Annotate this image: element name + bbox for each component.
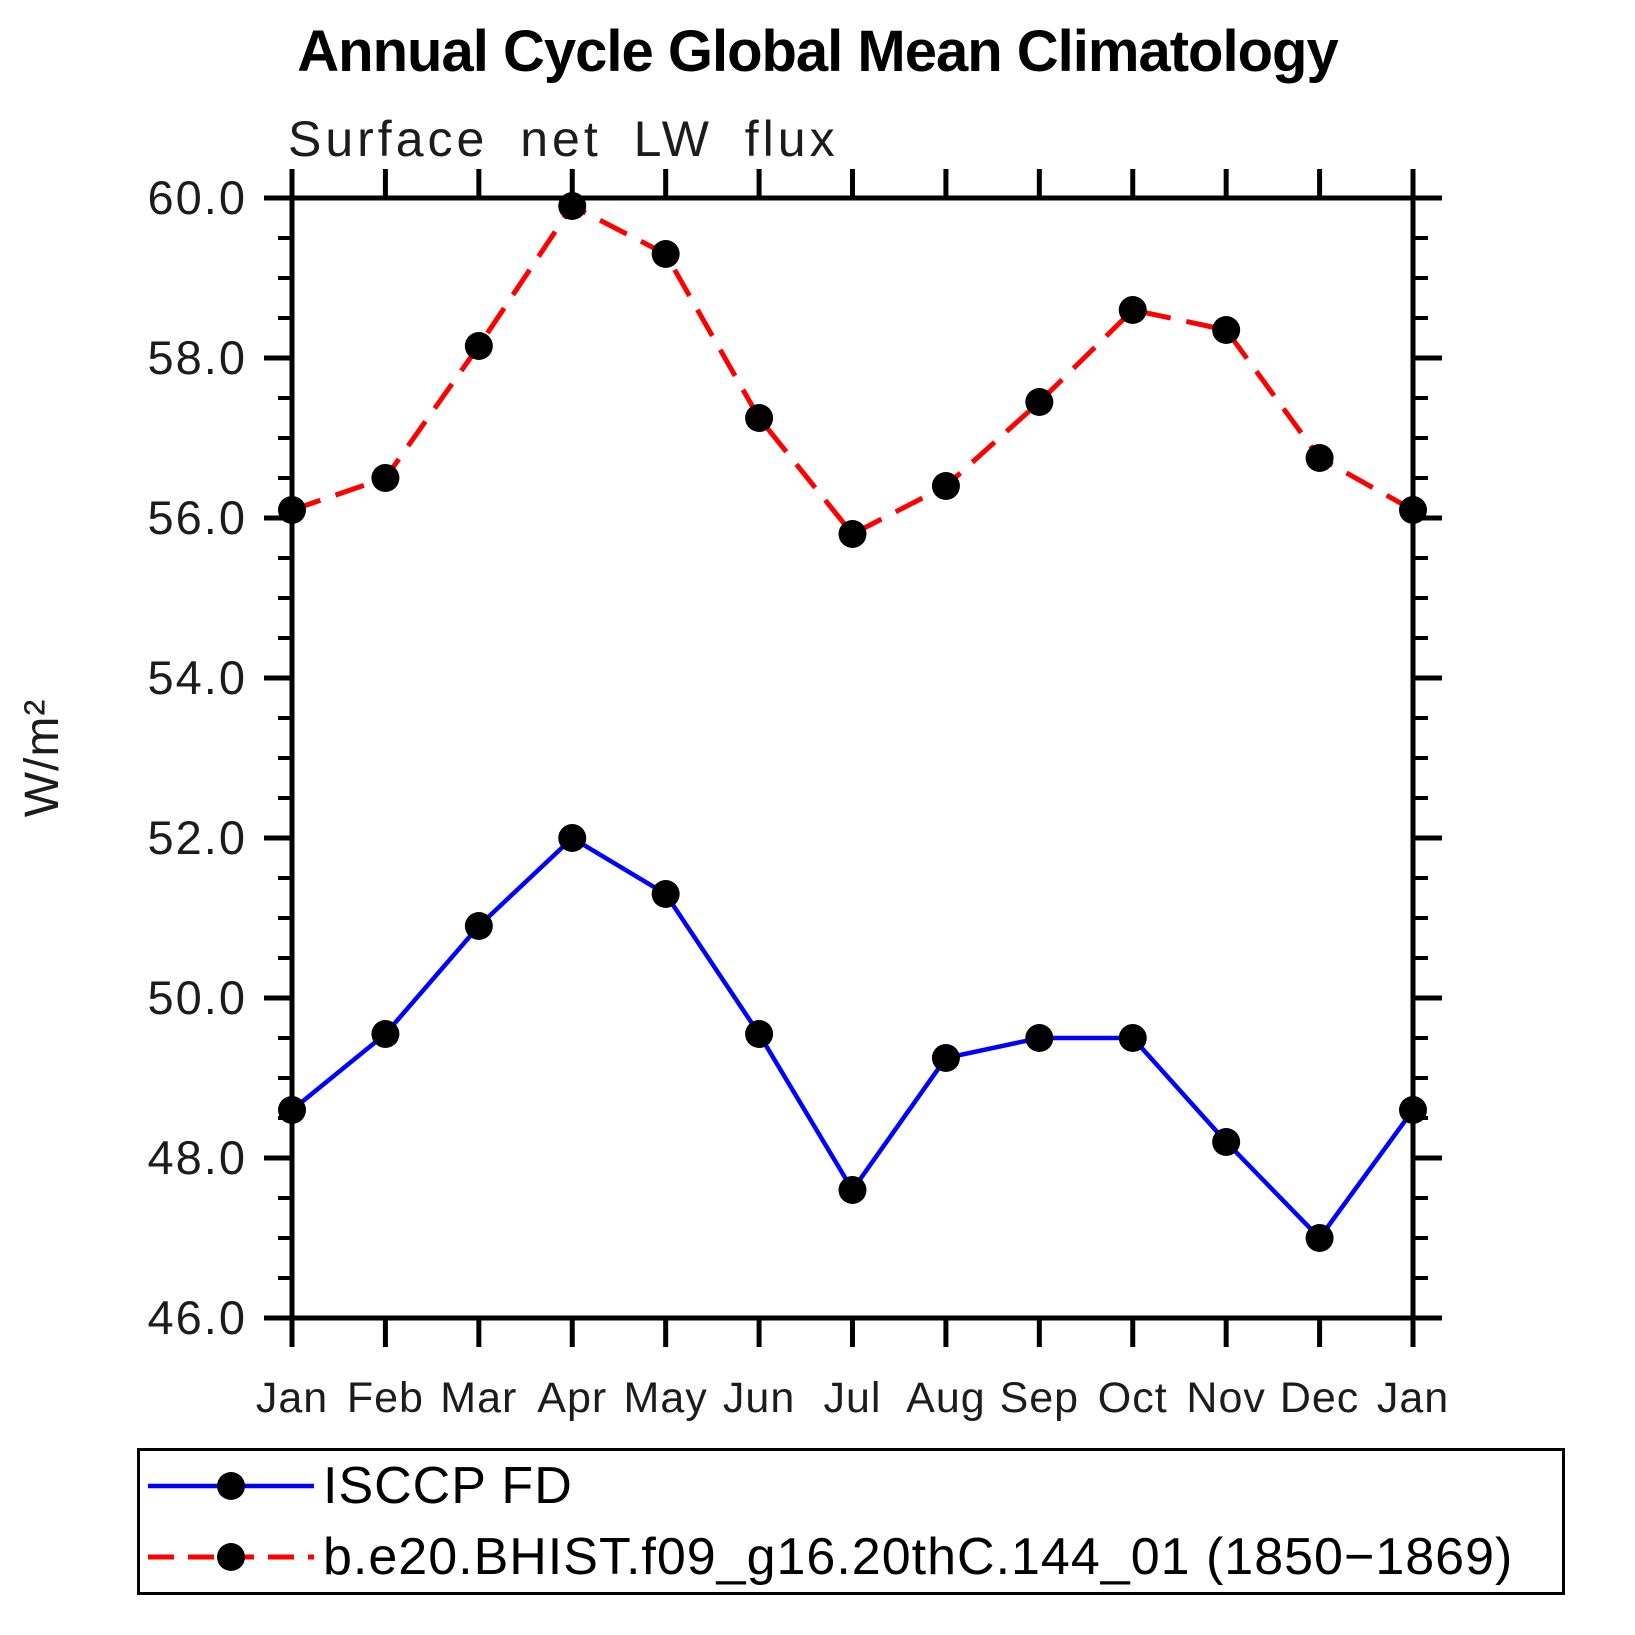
y-tick-label: 60.0 [148,171,247,224]
chart-subtitle: Surface net LW flux [288,111,839,167]
data-point-marker-0 [1212,1128,1241,1156]
data-point-marker-0 [838,1176,867,1204]
legend-label-isccp: ISCCP FD [323,1457,573,1516]
y-axis-title: W/m² [16,699,69,818]
x-tick-label: Jan [256,1374,328,1422]
legend-sample-model [148,1542,314,1571]
y-tick-label: 48.0 [148,1131,247,1184]
data-point-marker-1 [1212,316,1241,344]
data-point-marker-1 [838,520,867,548]
data-point-marker-0 [1399,1096,1427,1124]
plot-frame [289,195,1416,1321]
data-point-marker-1 [1025,388,1054,416]
data-point-marker-1 [745,404,774,432]
data-point-marker-0 [464,912,493,940]
x-tick-label: Mar [440,1374,517,1422]
data-point-marker-1 [931,472,960,500]
legend-label-model: b.e20.BHIST.f09_g16.20thC.144_01 (1850−1… [323,1527,1514,1586]
y-tick-label: 52.0 [148,811,247,864]
x-tick-label: Apr [537,1374,607,1422]
legend-sample-marker-model [217,1542,245,1571]
data-point-marker-1 [278,496,306,524]
data-point-marker-0 [745,1020,774,1048]
series-line-1 [291,202,1415,538]
data-point-marker-1 [464,332,493,360]
data-point-marker-1 [371,464,400,492]
legend-sample-obs [148,1472,314,1501]
data-point-marker-0 [278,1096,306,1124]
data-point-marker-1 [1399,496,1427,524]
data-point-marker-1 [1118,296,1147,324]
legend-item-isccp: ISCCP FD [140,1456,1562,1516]
y-tick-label: 54.0 [148,651,247,704]
x-tick-label: Sep [1000,1374,1080,1422]
data-point-marker-0 [558,824,587,852]
x-tick-label: Jan [1377,1374,1449,1422]
legend-box: ISCCP FD b.e20.BHIST.f09_g16.20thC.144_0… [137,1448,1565,1595]
data-point-marker-1 [558,192,587,220]
data-point-marker-0 [371,1020,400,1048]
x-tick-label: Nov [1186,1374,1265,1422]
x-tick-label: Jun [723,1374,795,1422]
y-tick-label: 58.0 [148,331,247,384]
x-tick-label: Oct [1098,1374,1168,1422]
data-point-marker-0 [1118,1024,1147,1052]
y-tick-label: 56.0 [148,491,247,544]
x-tick-label: Dec [1280,1374,1359,1422]
data-point-marker-0 [931,1044,960,1072]
y-tick-label: 50.0 [148,971,247,1024]
x-tick-label: May [624,1374,708,1422]
y-tick-label: 46.0 [148,1291,247,1344]
x-tick-label: Jul [824,1374,882,1422]
chart-title: Annual Cycle Global Mean Climatology [297,19,1338,84]
legend-sample-marker-obs [217,1472,245,1501]
x-tick-label: Aug [906,1374,986,1422]
x-tick-label: Feb [347,1374,424,1422]
data-point-marker-1 [1305,444,1334,472]
data-point-marker-1 [651,240,680,268]
data-point-marker-0 [1305,1224,1334,1252]
legend-item-model: b.e20.BHIST.f09_g16.20thC.144_01 (1850−1… [140,1527,1562,1587]
data-point-marker-0 [651,880,680,908]
data-point-marker-0 [1025,1024,1054,1052]
